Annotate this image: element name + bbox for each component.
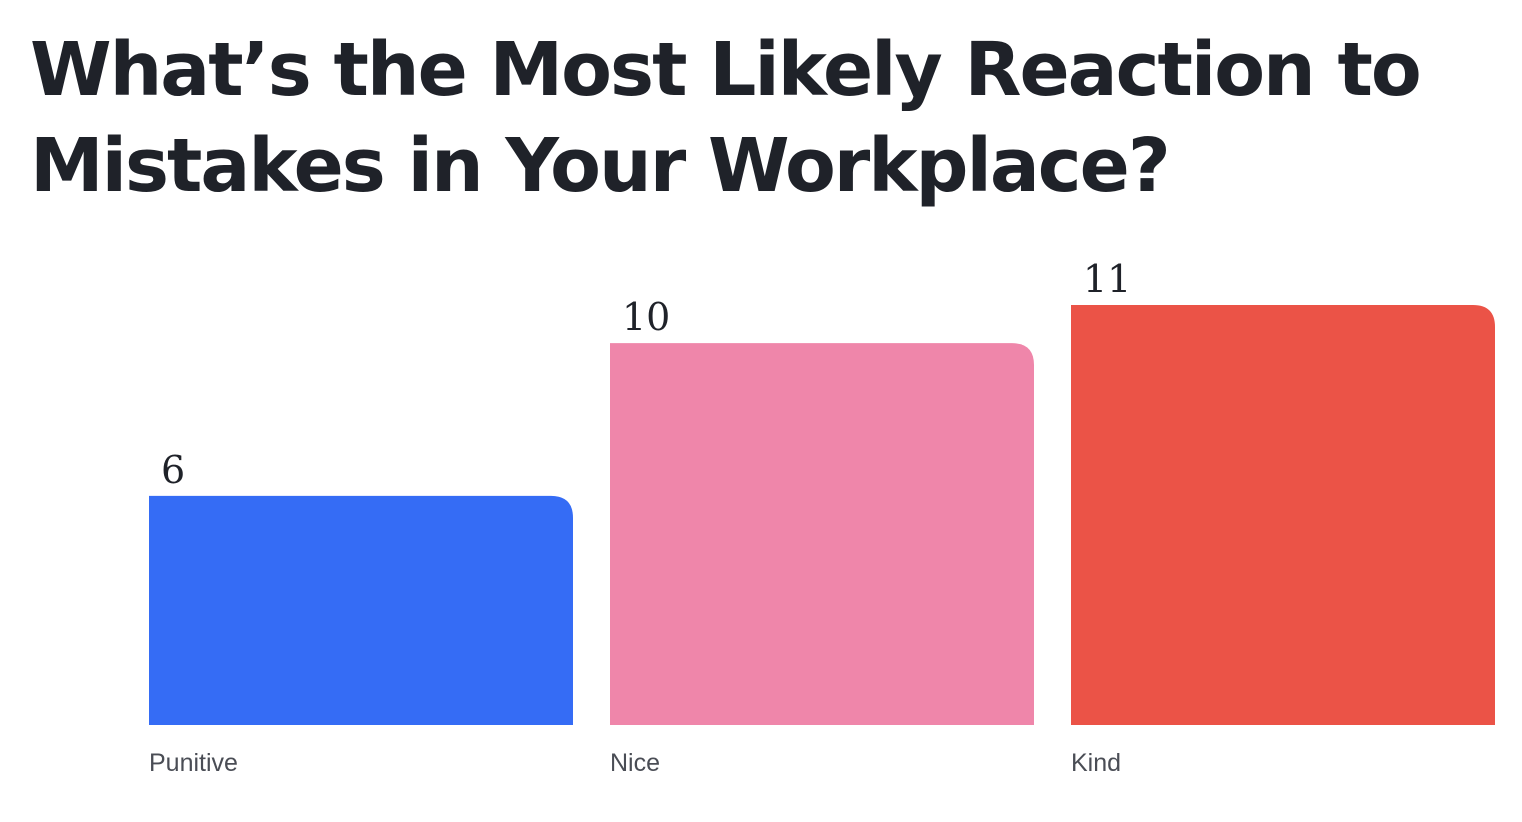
category-label-nice: Nice xyxy=(610,749,660,777)
category-label-punitive: Punitive xyxy=(149,749,238,777)
bar-punitive xyxy=(149,495,573,725)
value-label-kind: 11 xyxy=(1083,257,1131,301)
value-label-punitive: 6 xyxy=(161,448,185,492)
bar-kind xyxy=(1071,305,1495,725)
bar-nice xyxy=(610,343,1034,725)
chart-title: What’s the Most Likely Reaction to Mista… xyxy=(30,27,1422,209)
category-label-kind: Kind xyxy=(1071,749,1121,777)
value-label-nice: 10 xyxy=(622,295,670,339)
